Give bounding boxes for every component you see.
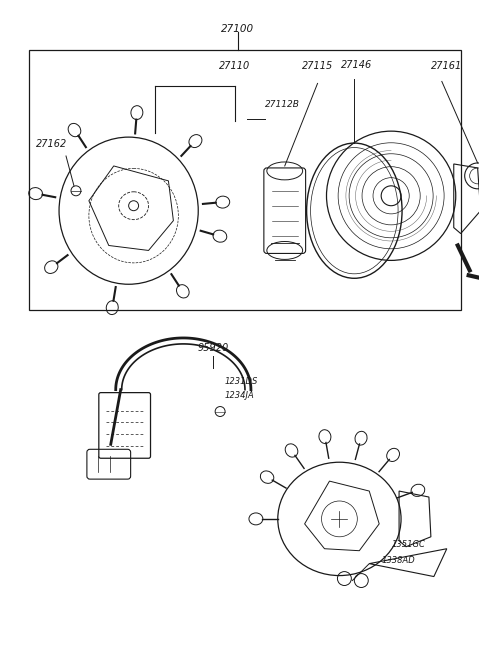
Text: 95920: 95920	[198, 343, 229, 353]
Text: 1234JA: 1234JA	[225, 390, 255, 399]
Text: 1338AD: 1338AD	[381, 556, 415, 564]
Text: 1351GC: 1351GC	[391, 539, 425, 549]
Text: 27115: 27115	[302, 62, 333, 72]
Text: 27146: 27146	[341, 60, 372, 70]
Text: 1231DS: 1231DS	[225, 376, 258, 386]
Text: 27161: 27161	[431, 62, 462, 72]
Text: 27110: 27110	[219, 62, 251, 72]
Text: 27112B: 27112B	[265, 101, 300, 109]
Text: 27162: 27162	[36, 139, 67, 149]
Bar	[29, 50, 461, 310]
Text: 27100: 27100	[221, 24, 254, 34]
